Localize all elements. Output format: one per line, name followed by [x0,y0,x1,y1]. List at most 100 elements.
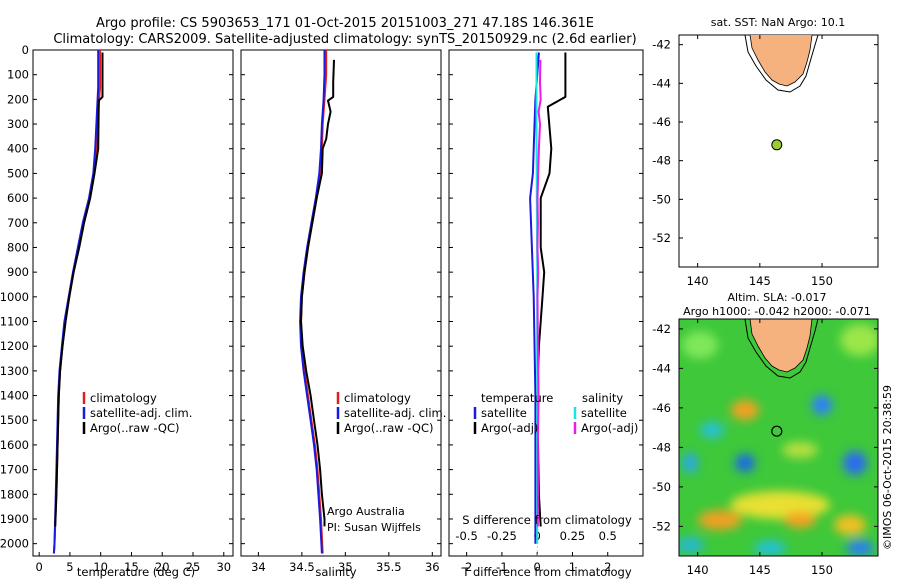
s-difference-xlabel: S difference from climatology [462,513,632,527]
series-line-argo-raw-qc- [54,52,104,527]
x-tick-label: 36 [425,560,440,574]
y-tick-label: 1100 [0,315,29,329]
x-tick-label: 2 [604,560,611,574]
annotation-pi: PI: Susan Wijffels [327,521,421,534]
y-tick-label: 0 [22,43,29,57]
legend-label-temp-satellite: satellite [481,406,527,420]
y-tick-label: 700 [7,216,29,230]
x-tick-label: 25 [186,560,201,574]
x-tick-label: -2 [461,560,472,574]
figure-title-line1: Argo profile: CS 5903653_171 01-Oct-2015… [96,16,594,31]
x-tick-label: 0 [534,560,541,574]
y-tick-label: 1900 [0,512,29,526]
y-tick-label: 300 [7,117,29,131]
difference-plot-frame [448,49,644,557]
y-tick-label: -50 [652,192,671,206]
difference-legend: temperature satellite Argo(-adj) salinit… [473,391,638,435]
temperature-series [52,50,104,554]
y-tick-label: -42 [652,38,671,52]
x-tick-label: 5 [66,560,73,574]
x-tick-label: 140 [687,563,709,577]
y-tick-label: 400 [7,142,29,156]
x-tick-label: 140 [687,274,709,288]
annotation-argo-australia: Argo Australia [327,505,405,518]
y-tick-label: 800 [7,240,29,254]
legend-label-satellite: satellite-adj. clim. [90,406,192,420]
x-tick-label: 145 [749,274,771,288]
x-tick-label: 30 [216,560,231,574]
sla-map-axes: 140 145 150 -42 -44 -46 -48 -50 -52 [652,319,878,577]
y-tick-label: -48 [652,154,671,168]
legend-label-satellite: satellite-adj. clim. [344,406,446,420]
y-tick-label: 1700 [0,463,29,477]
y-tick-label: -44 [652,361,671,375]
y-tick-label: 600 [7,191,29,205]
sla-title-line2: Argo h1000: -0.042 h2000: -0.071 [683,305,871,318]
tasmania-coastline [749,34,813,87]
legend-heading-salinity: salinity [582,391,623,405]
y-tick-label: 1800 [0,487,29,501]
x-tick-label: 15 [124,560,139,574]
y-tick-label: -46 [652,401,671,415]
series-line-salinity-argo-adj- [536,59,542,527]
sst-map-panel: sat. SST: NaN Argo: 10.1 140 145 150 -42 -44… [652,16,879,288]
s-tick-label: 0.25 [560,529,586,543]
x-tick-label: 34 [251,560,266,574]
y-tick-label: 200 [7,92,29,106]
salinity-legend: climatology satellite-adj. clim. Argo(..… [336,391,446,435]
temperature-legend: climatology satellite-adj. clim. Argo(..… [82,391,192,435]
difference-panel: -2 -1 0 1 2-0.5 -0.25 0 0.25 0.5 T difference fr… [448,49,644,579]
temperature-axes: 0 5 10 15 20 25 300100200300400500600700800900… [0,43,233,574]
salinity-series [299,50,335,554]
legend-label-sal-satellite: satellite [581,406,627,420]
x-tick-label: 150 [811,274,833,288]
float-marker [771,425,783,437]
x-tick-label: 10 [93,560,108,574]
y-tick-label: -44 [652,76,671,90]
legend-label-climatology: climatology [344,391,411,405]
y-tick-label: -48 [652,440,671,454]
sla-map-frame [678,318,879,557]
x-tick-label: 145 [749,563,771,577]
s-tick-label: 0.5 [599,529,617,543]
x-tick-label: 1 [569,560,576,574]
y-tick-label: 500 [7,166,29,180]
salinity-xlabel: salinity [315,565,356,579]
y-tick-label: -46 [652,115,671,129]
imos-watermark: ©IMOS 06-Oct-2015 20:38:59 [881,385,894,550]
sla-map-panel: Altim. SLA: -0.017 Argo h1000: -0.042 h2… [652,291,894,577]
y-tick-label: 1300 [0,364,29,378]
x-tick-label: 35 [338,560,353,574]
tasmania-land [750,35,812,86]
sla-title-line1: Altim. SLA: -0.017 [727,291,826,304]
tasmania-land-sla [750,319,812,372]
sst-map-axes: 140 145 150 -42 -44 -46 -48 -50 -52 [652,35,878,288]
x-tick-label: 34.5 [289,560,315,574]
x-tick-label: 35.5 [376,560,402,574]
figure-title-line2: Climatology: CARS2009. Satellite-adjuste… [53,32,636,47]
y-tick-label: 1000 [0,290,29,304]
legend-label-argo: Argo(..raw -QC) [344,421,434,435]
salinity-axes: 34 34.5 35 35.5 36 [241,49,441,574]
y-tick-label: 1400 [0,389,29,403]
y-tick-label: 1600 [0,438,29,452]
legend-label-climatology: climatology [90,391,157,405]
series-line-argo-raw-qc- [300,59,335,527]
difference-axes: -2 -1 0 1 2-0.5 -0.25 0 0.25 0.5 [449,49,643,574]
y-tick-label: 100 [7,68,29,82]
y-tick-label: 1500 [0,413,29,427]
y-tick-label: 2000 [0,537,29,551]
legend-label-argo: Argo(..raw -QC) [90,421,180,435]
salinity-panel: 34 34.5 35 35.5 36 salinity climatology sate… [240,49,446,579]
y-tick-label: 900 [7,265,29,279]
x-tick-label: 0 [35,560,42,574]
salinity-plot-frame [240,49,442,557]
s-tick-label: -0.25 [487,529,517,543]
float-marker [771,139,783,151]
y-tick-label: 1200 [0,339,29,353]
y-tick-label: -52 [652,519,671,533]
sst-map-title: sat. SST: NaN Argo: 10.1 [711,16,845,29]
x-tick-label: 20 [155,560,170,574]
y-tick-label: -42 [652,322,671,336]
sla-heatmap [679,319,878,556]
